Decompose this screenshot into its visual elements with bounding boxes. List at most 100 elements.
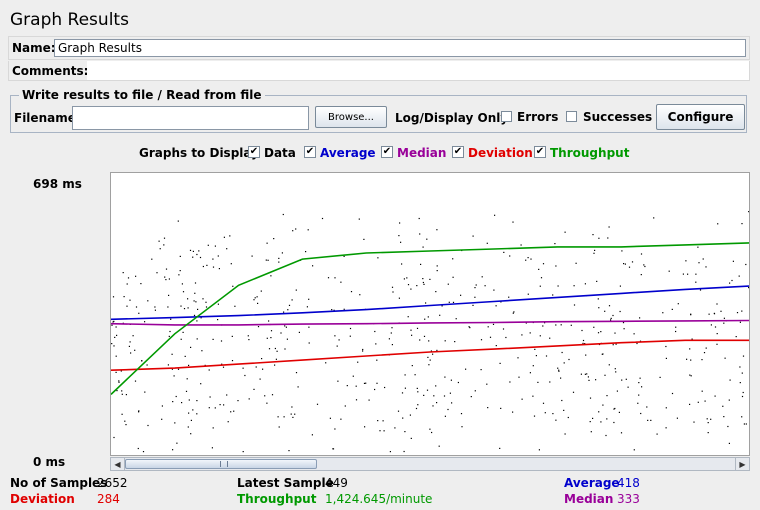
sample-point [206, 264, 208, 266]
sample-point [172, 401, 174, 403]
horizontal-scrollbar[interactable]: ◀ ▶ [110, 457, 750, 471]
sample-point [481, 276, 483, 278]
sample-point [461, 426, 463, 428]
sample-point [425, 302, 427, 304]
window-title: Graph Results [10, 10, 129, 30]
sample-point [168, 335, 170, 337]
sample-point [177, 368, 180, 370]
sample-point [174, 422, 176, 424]
scroll-right-icon[interactable]: ▶ [735, 458, 749, 470]
sample-point [427, 356, 429, 358]
sample-point [214, 245, 216, 247]
comments-input[interactable] [87, 61, 749, 80]
median-checkbox[interactable]: ✔ [381, 146, 393, 158]
sample-point [349, 327, 352, 330]
sample-point [604, 374, 606, 376]
sample-point [689, 374, 691, 376]
sample-point [179, 255, 181, 257]
sample-point [355, 399, 358, 401]
sample-point [344, 405, 346, 407]
median-stat-value: 333 [617, 492, 640, 506]
sample-point [640, 412, 642, 415]
sample-point [593, 252, 595, 254]
sample-point [641, 386, 643, 388]
sample-point [435, 385, 437, 387]
sample-point [502, 328, 505, 330]
sample-point [656, 433, 658, 435]
sample-point [423, 335, 426, 337]
sample-point [416, 387, 418, 389]
sample-point [417, 404, 419, 406]
filename-input[interactable] [72, 106, 309, 130]
sample-point [493, 289, 495, 291]
browse-button[interactable]: Browse... [315, 106, 387, 128]
sample-point [532, 365, 534, 367]
sample-point [265, 259, 267, 261]
successes-checkbox[interactable] [566, 111, 577, 122]
sample-point [292, 416, 294, 418]
sample-point [623, 263, 625, 265]
sample-point [735, 336, 737, 338]
sample-point [621, 379, 623, 381]
sample-point [287, 309, 289, 311]
sample-point [605, 434, 607, 437]
data-checkbox[interactable]: ✔ [248, 146, 260, 158]
sample-point [212, 258, 214, 260]
sample-point [695, 281, 697, 283]
sample-point [636, 342, 638, 345]
sample-point [714, 395, 716, 397]
sample-point [295, 289, 297, 291]
sample-point [270, 330, 273, 332]
sample-point [416, 327, 419, 329]
configure-button[interactable]: Configure [656, 104, 745, 130]
sample-point [334, 428, 336, 430]
median-stat-label: Median [564, 492, 614, 506]
deviation-checkbox[interactable]: ✔ [452, 146, 464, 158]
sample-point [729, 379, 731, 381]
sample-point [668, 270, 670, 272]
sample-point [362, 348, 364, 351]
sample-point [631, 261, 634, 263]
sample-point [722, 405, 724, 407]
sample-point [135, 275, 137, 277]
sample-point [582, 342, 584, 344]
series-line-median [110, 319, 750, 326]
sample-point [192, 409, 194, 411]
errors-checkbox[interactable] [501, 111, 512, 122]
throughput-checkbox[interactable]: ✔ [534, 146, 546, 158]
scroll-thumb[interactable] [125, 459, 317, 469]
sample-point [129, 299, 131, 301]
name-input[interactable] [54, 39, 746, 57]
sample-point [545, 355, 548, 357]
sample-point [331, 309, 333, 311]
y-axis-min-label: 0 ms [33, 455, 66, 469]
sample-point [742, 355, 745, 357]
sample-point [521, 398, 523, 400]
sample-point [306, 306, 308, 308]
sample-point [138, 410, 140, 412]
sample-point [161, 405, 163, 407]
sample-point [113, 436, 115, 439]
average-checkbox[interactable]: ✔ [304, 146, 316, 158]
sample-point [564, 433, 566, 435]
data-label: Data [264, 146, 296, 160]
sample-point [659, 376, 661, 378]
sample-point [118, 380, 120, 382]
sample-point [716, 333, 718, 335]
sample-point [728, 442, 730, 444]
sample-point [410, 437, 412, 439]
sample-point [555, 419, 557, 421]
sample-point [116, 390, 118, 392]
sample-point [253, 299, 255, 301]
scroll-left-icon[interactable]: ◀ [111, 458, 125, 470]
sample-point [183, 308, 186, 310]
sample-point [212, 338, 214, 340]
sample-point [200, 317, 202, 319]
sample-point [538, 268, 540, 270]
sample-point [222, 366, 225, 368]
sample-point [714, 326, 717, 328]
sample-point [190, 433, 192, 435]
sample-point [308, 342, 310, 344]
sample-point [586, 373, 588, 375]
sample-point [728, 399, 730, 401]
